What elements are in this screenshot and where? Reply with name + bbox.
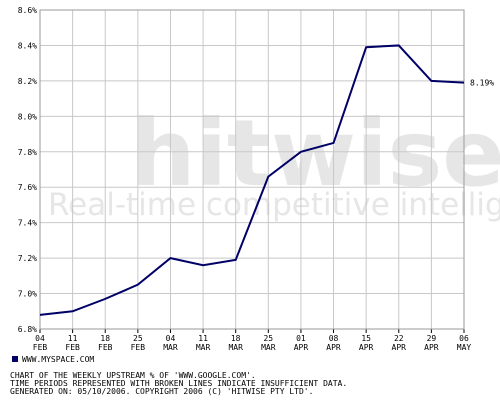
legend-label: WWW.MYSPACE.COM [22, 355, 94, 364]
x-tick-label: 29 APR [424, 334, 439, 352]
x-tick-label: 22 APR [392, 334, 407, 352]
y-tick-label: 7.4% [18, 219, 37, 228]
y-tick-label: 7.8% [18, 148, 37, 157]
x-tick-label: 11 FEB [65, 334, 80, 352]
x-tick-label: 01 APR [294, 334, 309, 352]
x-tick-label: 06 MAY [457, 334, 472, 352]
value-label: 8.19% [470, 79, 494, 88]
note: CHART OF THE WEEKLY UPSTREAM % OF 'WWW.G… [10, 371, 256, 380]
x-tick-label: 11 MAR [196, 334, 211, 352]
y-tick-label: 8.0% [18, 112, 37, 121]
x-tick-label: 25 FEB [131, 334, 146, 352]
x-tick-label: 25 MAR [261, 334, 276, 352]
plot-frame [39, 9, 465, 330]
series-line [39, 44, 465, 316]
x-tick-label: 18 MAR [228, 334, 243, 352]
y-tick-label: 8.2% [18, 77, 37, 86]
y-tick-label: 8.6% [18, 6, 37, 15]
note: TIME PERIODS REPRESENTED WITH BROKEN LIN… [10, 379, 347, 388]
legend-swatch [12, 356, 18, 362]
y-tick-label: 7.0% [18, 290, 37, 299]
x-tick-label: 18 FEB [98, 334, 113, 352]
y-tick-label: 8.4% [18, 41, 37, 50]
watermark-brand: hitwise [130, 100, 500, 207]
y-tick-label: 7.6% [18, 183, 37, 192]
y-tick-label: 7.2% [18, 254, 37, 263]
x-tick-label: 04 FEB [33, 334, 48, 352]
y-tick-label: 6.8% [18, 325, 37, 334]
watermark-tagline: Real-time competitive intelligence [48, 187, 500, 223]
note: GENERATED ON: 05/10/2006. COPYRIGHT 2006… [10, 387, 313, 396]
x-tick-label: 08 APR [326, 334, 341, 352]
x-tick-label: 15 APR [359, 334, 374, 352]
x-tick-label: 04 MAR [163, 334, 178, 352]
